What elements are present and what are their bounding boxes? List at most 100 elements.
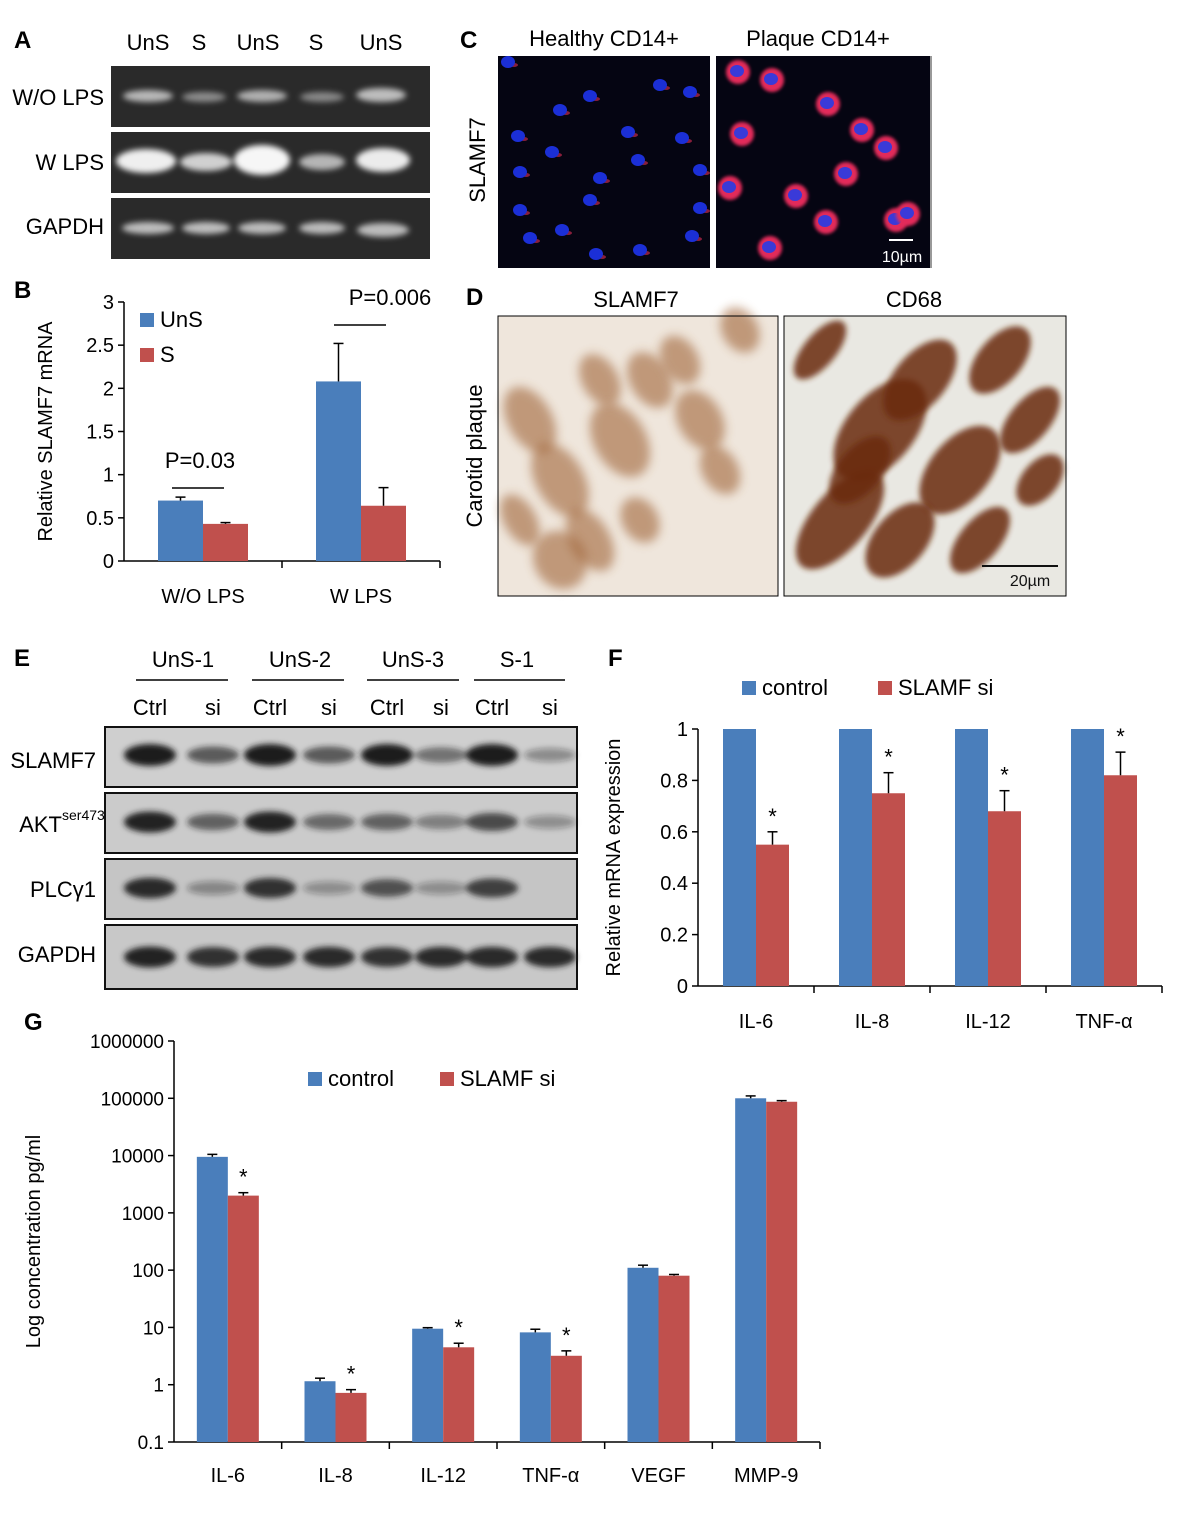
wb-band [466,744,518,766]
bar-control [196,1156,228,1442]
x-tick-label: W/O LPS [161,586,244,608]
gel-band [357,223,409,237]
y-tick-label: 0.8 [660,770,688,792]
panel-b: B 0 0.5 1 1.5 2 2.5 3 Relative SLAMF7 mRNA W/O L… [14,277,441,608]
bar-control [1071,729,1104,986]
y-tick-label: 2.5 [86,335,114,357]
panel-g: G 0.1 1 10 100 1000 10000 100000 1000000 Log con… [23,1009,821,1487]
y-axis-label: Log concentration pg/ml [23,1135,45,1348]
y-axis-label: Relative SLAMF7 mRNA [35,321,57,542]
bar-slamf-si [658,1275,690,1442]
gel-band [180,153,232,171]
legend-swatch [878,681,892,695]
nucleus [693,164,707,176]
p-value-annotation: P=0.006 [349,285,432,310]
significance-marker: * [768,804,777,829]
nucleus [764,73,778,85]
wb-band [361,947,413,967]
gel-lane-label: UnS [237,30,280,55]
gel-band [234,145,290,175]
significance-marker: * [239,1165,248,1190]
legend-swatch [742,681,756,695]
x-tick-label: IL-8 [855,1011,889,1033]
wb-band [415,814,467,830]
wb-band [303,881,355,895]
panel-f: F 0 0.2 0.4 0.6 0.8 1 Relative mRNA expression… [603,645,1163,1033]
wb-lane-label: Ctrl [370,695,404,720]
confocal-title: Healthy CD14+ [529,26,679,51]
x-tick-label: IL-6 [739,1011,773,1033]
bar-control [839,729,872,986]
wb-group-label: UnS-2 [269,647,331,672]
wb-band [524,748,576,762]
panel-d: D SLAMF7 CD68 Carotid plaque 20µm [462,284,1067,597]
gel-row-label: W LPS [36,150,104,175]
nucleus [900,207,914,219]
significance-marker: * [1000,763,1009,788]
wb-lane-label: si [542,695,558,720]
significance-marker: * [884,745,893,770]
nucleus [501,56,515,68]
bar-control [723,729,756,986]
wb-band [466,813,518,831]
y-tick-label: 1000 [122,1204,164,1225]
panel-a-label: A [14,27,31,54]
y-tick-label: 0.4 [660,873,688,895]
brown-stain [589,403,651,477]
wb-band [466,946,518,968]
nucleus [820,97,834,109]
bar-control [519,1332,551,1442]
confocal-image-plaque [716,56,930,268]
nucleus [555,224,569,236]
wb-band [187,881,239,895]
y-axis-label: Relative mRNA expression [603,739,625,977]
chart-b: 0 0.5 1 1.5 2 2.5 3 Relative SLAMF7 mRNA W/O LPS… [35,285,441,608]
brown-stain [969,326,1031,394]
wb-band [187,947,239,967]
nucleus [633,244,647,256]
panel-f-label: F [608,645,623,672]
gel-band [299,222,345,234]
wb-band [187,813,239,831]
nucleus [762,241,776,253]
y-tick-label: 10000 [111,1147,164,1168]
wb-band [303,746,355,764]
wb-band [415,747,467,763]
bar-slamf-si [988,811,1021,986]
legend-swatch [440,1072,454,1086]
nucleus [583,90,597,102]
y-tick-label: 0.2 [660,925,688,947]
wb-band [415,946,467,968]
bar-slamf-si [872,793,905,986]
nucleus [511,130,525,142]
y-tick-label: 0 [103,551,114,573]
gel-band [122,222,174,234]
nucleus [621,126,635,138]
panel-e: E UnS-1 UnS-2 UnS-3 S-1 Ctrl si Ctrl si … [10,645,578,990]
wb-band [124,877,176,899]
x-tick-label: VEGF [631,1465,685,1487]
ihc-stain-cd68 [793,320,1064,578]
wb-band [124,811,176,833]
bar-slamf-si [550,1355,582,1442]
nucleus [653,79,667,91]
nucleus [838,167,852,179]
legend-label: UnS [160,307,203,332]
y-tick-label: 1000000 [90,1032,164,1053]
x-tick-label: IL-6 [211,1465,245,1487]
wb-lane-label: Ctrl [133,695,167,720]
gel-lane-label: S [192,30,207,55]
x-tick-label: W LPS [330,586,392,608]
wb-band [466,878,518,898]
image-border [497,315,779,597]
brown-stain [829,436,891,504]
bar-slamf-si [766,1101,798,1442]
wb-band [415,881,467,895]
bar-control [412,1328,444,1442]
y-tick-label: 1.5 [86,422,114,444]
nucleus [854,123,868,135]
wb-row-superscript: ser473 [62,807,105,823]
confocal-title: Plaque CD14+ [746,26,890,51]
nucleus [878,141,892,153]
legend-swatch [140,313,154,327]
